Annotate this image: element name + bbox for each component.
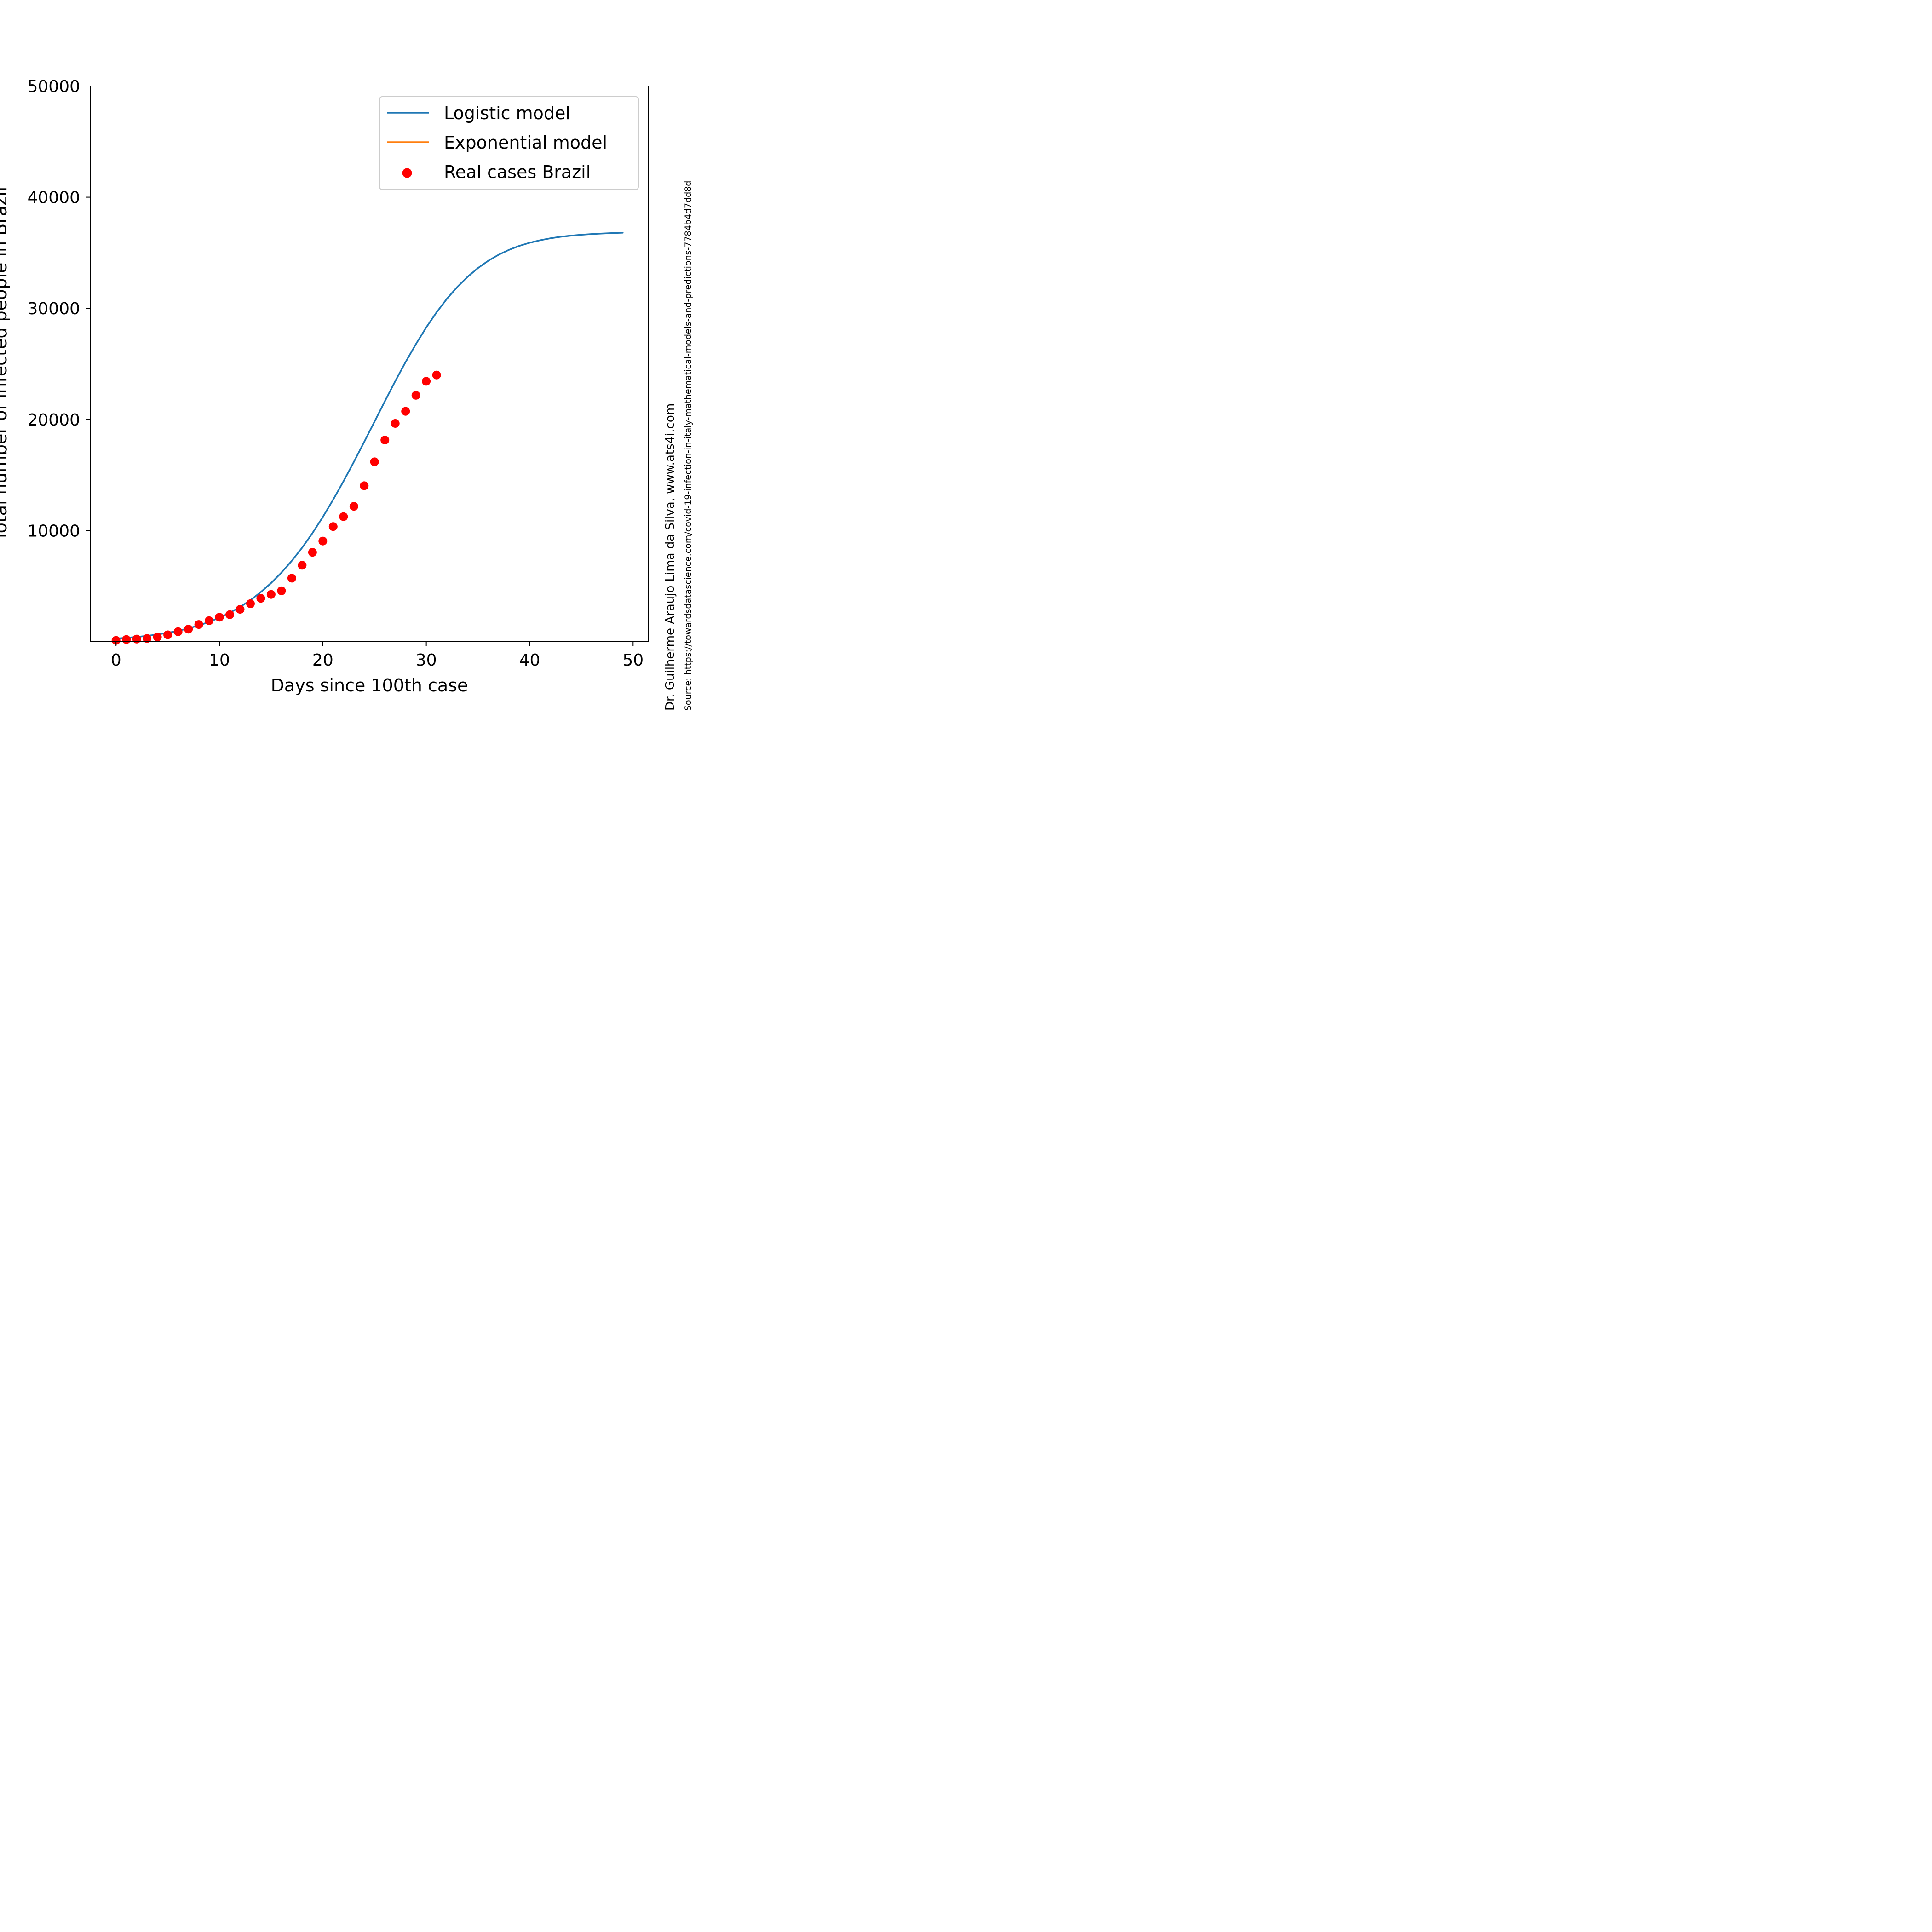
legend: Logistic model Exponential model Real case…	[379, 96, 639, 190]
x-tick-label: 0	[111, 651, 121, 670]
data-point	[422, 377, 431, 386]
x-tick-label: 40	[519, 651, 540, 670]
legend-label: Exponential model	[444, 132, 607, 153]
x-axis-title: Days since 100th case	[271, 675, 468, 696]
axes-layer: 0 10 20 30 40 50 10000 20000 30000 40000 50000	[27, 77, 649, 670]
data-point	[184, 625, 193, 634]
x-tick-label: 10	[209, 651, 230, 670]
y-axis-title: Total number of infected people in Brazi…	[0, 187, 11, 541]
legend-label: Logistic model	[444, 103, 570, 123]
data-point	[308, 548, 317, 557]
series-line-0	[115, 232, 624, 639]
data-point	[163, 630, 172, 639]
data-point	[205, 616, 213, 625]
data-point	[328, 522, 338, 531]
data-point	[339, 512, 348, 521]
data-point	[143, 634, 152, 643]
data-point	[122, 635, 131, 644]
y-tick-label: 40000	[27, 189, 80, 207]
figure: 0 10 20 30 40 50 10000 20000 30000 40000 50000 Log…	[0, 0, 716, 716]
data-point	[432, 370, 441, 380]
legend-swatch-marker	[402, 168, 412, 178]
data-point	[194, 620, 203, 629]
x-tick-label: 30	[416, 651, 437, 670]
data-point	[111, 636, 121, 645]
data-point	[256, 594, 265, 603]
data-point	[225, 610, 234, 619]
y-tick-label: 10000	[27, 522, 80, 540]
data-point	[349, 502, 358, 511]
y-tick-label: 30000	[27, 299, 80, 318]
data-point	[215, 613, 224, 622]
logistic-model-chart: 0 10 20 30 40 50 10000 20000 30000 40000 50000 Log…	[0, 77, 693, 711]
data-point	[360, 481, 369, 490]
data-point	[318, 536, 328, 546]
plot-layer	[111, 232, 624, 645]
data-point	[153, 632, 162, 642]
data-point	[380, 436, 390, 445]
x-tick-label: 20	[312, 651, 334, 670]
x-tick-label: 50	[622, 651, 644, 670]
data-point	[277, 586, 286, 595]
data-point	[391, 419, 400, 428]
author-credit: Dr. Guilherme Araujo Lima da Silva, www.…	[663, 403, 677, 711]
data-point	[287, 574, 296, 583]
source-credit: Source: https://towardsdatascience.com/c…	[683, 181, 693, 711]
legend-box	[379, 96, 639, 190]
y-tick-label: 50000	[27, 77, 80, 96]
data-point	[236, 605, 245, 614]
data-point	[411, 391, 420, 400]
data-point	[401, 407, 410, 416]
data-point	[173, 627, 183, 636]
legend-label: Real cases Brazil	[444, 162, 591, 182]
data-point	[246, 599, 255, 608]
data-point	[298, 561, 307, 570]
data-point	[370, 457, 379, 466]
plot-frame	[90, 86, 649, 642]
y-tick-label: 20000	[27, 411, 80, 430]
data-point	[266, 590, 276, 599]
